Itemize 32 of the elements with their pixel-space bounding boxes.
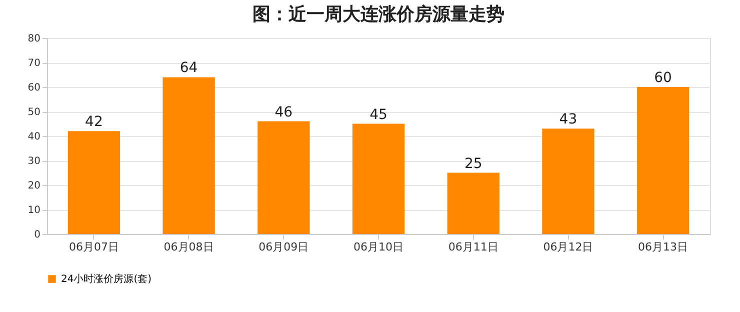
y-tick-label: 40 [28, 132, 40, 142]
y-tick-label: 80 [28, 34, 40, 44]
x-tick-label: 06月11日 [448, 240, 498, 254]
bar [258, 121, 310, 234]
bar [447, 172, 500, 234]
bar [352, 124, 405, 234]
legend-label: 24小时涨价房源(套) [61, 273, 152, 285]
data-label: 60 [654, 70, 672, 86]
data-label: 42 [85, 114, 103, 130]
bar [68, 131, 120, 234]
bar [636, 87, 690, 234]
x-tick-label: 06月09日 [258, 240, 309, 254]
y-tick-label: 20 [28, 180, 40, 192]
data-label: 25 [464, 156, 482, 172]
x-tick-label: 06月10日 [354, 240, 404, 254]
bar [162, 77, 215, 234]
chart-title: 图：近一周大连涨价房源量走势 [252, 4, 504, 25]
data-label: 46 [274, 104, 293, 120]
x-tick-label: 06月07日 [68, 240, 119, 254]
x-tick-label: 06月12日 [543, 240, 594, 254]
data-label: 43 [559, 112, 578, 128]
y-tick-label: 10 [28, 205, 40, 216]
y-tick-label: 70 [28, 58, 40, 69]
data-label: 45 [370, 106, 388, 123]
y-tick-label: 30 [28, 156, 40, 167]
data-label: 64 [180, 60, 198, 76]
y-tick-label: 50 [28, 107, 40, 118]
x-tick-label: 06月08日 [164, 240, 214, 254]
x-tick-label: 06月13日 [638, 240, 688, 254]
bar [542, 128, 594, 234]
y-tick-label: 60 [28, 82, 40, 94]
y-tick-label: 0 [34, 230, 40, 240]
